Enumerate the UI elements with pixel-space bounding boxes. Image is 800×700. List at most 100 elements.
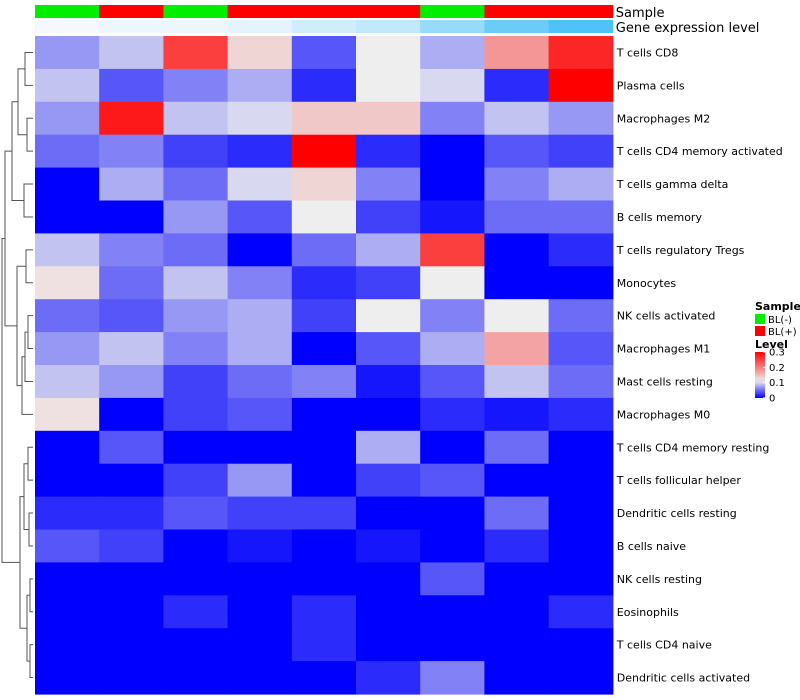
dendrogram-branch bbox=[25, 249, 33, 284]
legend-tick-label: 0 bbox=[769, 394, 775, 405]
heatmap-cell bbox=[356, 562, 421, 596]
heatmap-cell bbox=[484, 233, 550, 267]
sample-annotation-cell bbox=[163, 5, 229, 18]
sample-annotation-cell bbox=[420, 5, 485, 18]
heatmap-cell bbox=[356, 496, 421, 531]
expression-annotation-cell bbox=[420, 20, 485, 33]
heatmap-cell bbox=[35, 134, 100, 169]
heatmap-cell bbox=[548, 496, 614, 531]
heatmap-cell bbox=[99, 595, 164, 629]
heatmap-cell bbox=[420, 134, 485, 169]
heatmap-cell bbox=[227, 299, 293, 333]
dendrogram-branch bbox=[27, 446, 33, 481]
heatmap-cell bbox=[35, 167, 100, 202]
heatmap-cell bbox=[484, 36, 550, 70]
heatmap-cell bbox=[548, 430, 614, 465]
heatmap-cell bbox=[484, 628, 550, 662]
heatmap-cell bbox=[99, 167, 164, 202]
heatmap-cell bbox=[291, 233, 357, 267]
dendrogram-branch bbox=[23, 183, 33, 218]
heatmap-cell bbox=[163, 365, 229, 399]
row-label: Macrophages M1 bbox=[617, 343, 710, 356]
heatmap-cell bbox=[420, 661, 485, 695]
heatmap-cell bbox=[99, 628, 164, 662]
heatmap-cell bbox=[227, 332, 293, 366]
heatmap-cell bbox=[420, 167, 485, 202]
row-labels: T cells CD8 Plasma cells Macrophages M2 T c… bbox=[616, 46, 783, 684]
heatmap-cell bbox=[484, 562, 550, 596]
heatmap-cell bbox=[420, 365, 485, 399]
heatmap-cell bbox=[356, 397, 421, 432]
legend-color-bar bbox=[755, 352, 765, 398]
heatmap-cell bbox=[291, 529, 357, 563]
heatmap-cell bbox=[291, 430, 357, 465]
dendrogram-branch bbox=[17, 68, 27, 136]
row-label: T cells gamma delta bbox=[616, 178, 729, 191]
heatmap-cell bbox=[356, 36, 421, 70]
heatmap-cell bbox=[548, 101, 614, 136]
heatmap-cell bbox=[356, 101, 421, 136]
heatmap-cell bbox=[291, 266, 357, 300]
heatmap-cell bbox=[484, 200, 550, 234]
heatmap-cell bbox=[420, 496, 485, 531]
row-label: T cells follicular helper bbox=[616, 474, 742, 487]
heatmap-cell bbox=[35, 299, 100, 333]
legend-sample-title: Sample bbox=[755, 300, 800, 313]
heatmap-cell bbox=[484, 529, 550, 563]
heatmap-cell bbox=[420, 68, 485, 103]
heatmap-cell bbox=[291, 397, 357, 432]
sample-annotation-cell bbox=[484, 5, 550, 18]
heatmap-cell bbox=[227, 365, 293, 399]
row-label: T cells CD4 memory activated bbox=[616, 145, 783, 158]
heatmap-cell bbox=[420, 299, 485, 333]
dendrogram-branch bbox=[29, 644, 33, 679]
heatmap-cell bbox=[227, 496, 293, 531]
heatmap-cell bbox=[163, 496, 229, 531]
row-label: B cells naive bbox=[617, 540, 686, 553]
expression-annotation-cell bbox=[227, 20, 293, 33]
legend-tick-label: 0.1 bbox=[769, 378, 785, 389]
dendrogram-branch bbox=[21, 356, 33, 415]
heatmap-cell bbox=[484, 167, 550, 202]
heatmap-cell bbox=[227, 167, 293, 202]
heatmap-cell bbox=[484, 595, 550, 629]
dendrogram-branch bbox=[1, 238, 20, 563]
heatmap-cell bbox=[291, 101, 357, 136]
heatmap-cell bbox=[99, 529, 164, 563]
heatmap-cell bbox=[291, 36, 357, 70]
heatmap-cell bbox=[35, 661, 100, 695]
heatmap-cell bbox=[484, 365, 550, 399]
dendrogram-branch bbox=[26, 117, 33, 152]
heatmap-cell bbox=[99, 430, 164, 465]
heatmap-cell bbox=[35, 529, 100, 563]
legend-tick-label: 0.3 bbox=[769, 348, 785, 359]
heatmap-cell bbox=[99, 562, 164, 596]
heatmap-cell bbox=[163, 299, 229, 333]
heatmap-cell bbox=[356, 365, 421, 399]
heatmap-cell bbox=[484, 299, 550, 333]
heatmap-cell bbox=[99, 134, 164, 169]
heatmap-cell bbox=[484, 266, 550, 300]
heatmap-cell bbox=[163, 101, 229, 136]
heatmap-cell bbox=[356, 233, 421, 267]
heatmap-cell bbox=[356, 299, 421, 333]
heatmap-cell bbox=[227, 463, 293, 498]
heatmap-cell bbox=[291, 167, 357, 202]
row-label: Plasma cells bbox=[617, 79, 685, 92]
legend-entry-label: BL(-) bbox=[768, 315, 792, 326]
heatmap-cell bbox=[227, 266, 293, 300]
heatmap-cell bbox=[548, 36, 614, 70]
heatmap-cell bbox=[99, 463, 164, 498]
dendrogram-branch bbox=[28, 512, 33, 547]
heatmap-cell bbox=[291, 332, 357, 366]
heatmap-cell bbox=[163, 463, 229, 498]
heatmap-cell bbox=[99, 36, 164, 70]
heatmap-cell bbox=[484, 101, 550, 136]
row-label: T cells CD8 bbox=[616, 46, 679, 59]
heatmap-cell bbox=[548, 332, 614, 366]
row-label: Mast cells resting bbox=[617, 375, 713, 388]
heatmap-cell bbox=[99, 233, 164, 267]
expression-annotation-cell bbox=[484, 20, 550, 33]
heatmap-cell bbox=[420, 266, 485, 300]
